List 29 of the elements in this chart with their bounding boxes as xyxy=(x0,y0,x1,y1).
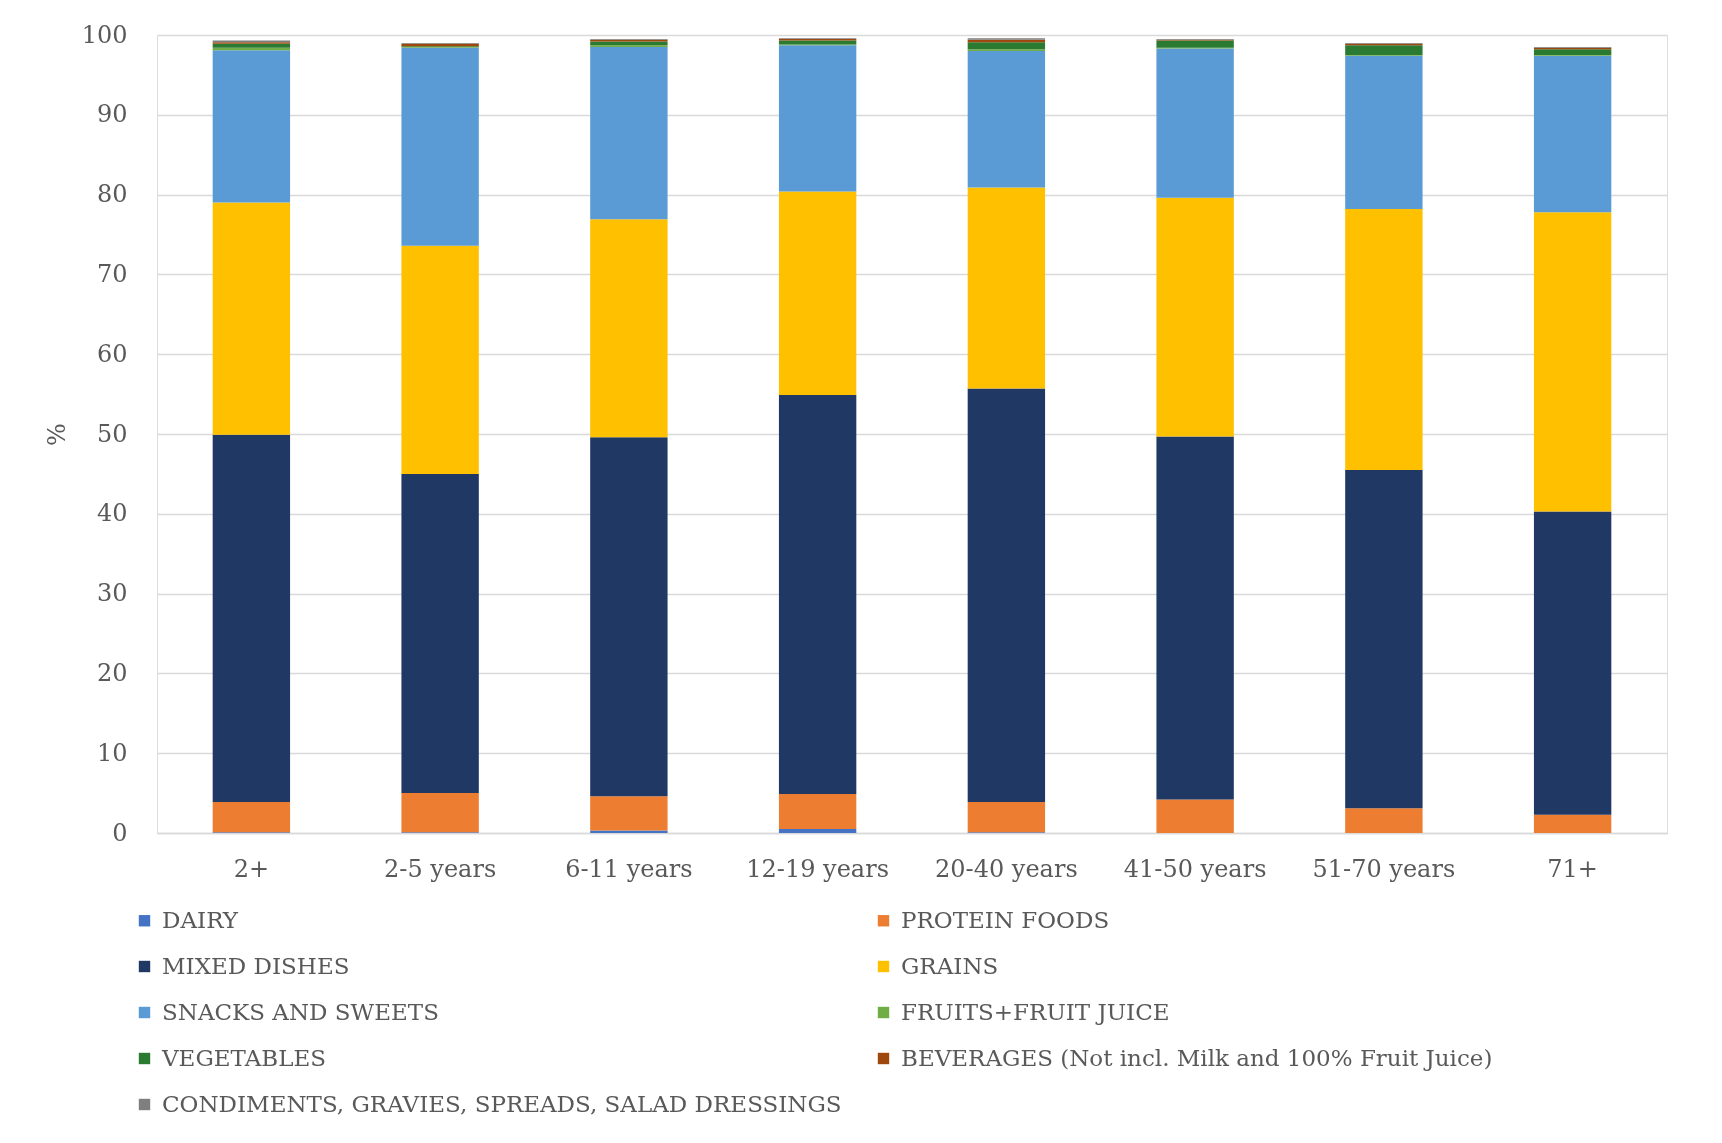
y-axis-title: % xyxy=(42,423,71,446)
y-tick-label: 100 xyxy=(81,20,128,49)
x-tick-label: 20-40 years xyxy=(935,854,1078,883)
legend-label: DAIRY xyxy=(162,906,239,933)
x-tick-label: 41-50 years xyxy=(1123,854,1267,883)
legend-label: MIXED DISHES xyxy=(162,952,350,979)
legend-label: GRAINS xyxy=(901,952,999,979)
x-tick-label: 6-11 years xyxy=(565,854,693,883)
legend-label: SNACKS AND SWEETS xyxy=(162,998,439,1025)
x-tick-label: 2+ xyxy=(233,854,270,883)
y-tick-label: 10 xyxy=(96,738,128,767)
x-tick-label: 2-5 years xyxy=(384,854,497,883)
y-tick-label: 40 xyxy=(96,499,128,528)
x-tick-label: 71+ xyxy=(1547,854,1598,883)
legend-label: PROTEIN FOODS xyxy=(901,906,1110,933)
y-tick-label: 0 xyxy=(112,818,128,847)
y-tick-label: 70 xyxy=(96,259,128,288)
y-tick-label: 20 xyxy=(96,658,128,687)
legend-label: FRUITS+FRUIT JUICE xyxy=(901,998,1170,1025)
y-tick-label: 30 xyxy=(96,579,128,608)
x-tick-label: 12-19 years xyxy=(746,854,889,883)
legend-label: CONDIMENTS, GRAVIES, SPREADS, SALAD DRESSINGS xyxy=(162,1090,842,1117)
legend-label: VEGETABLES xyxy=(161,1044,326,1071)
y-tick-label: 60 xyxy=(96,339,128,368)
x-tick-label: 51-70 years xyxy=(1312,854,1456,883)
y-tick-label: 80 xyxy=(96,180,128,209)
y-tick-label: 50 xyxy=(96,419,128,448)
legend-label: BEVERAGES (Not incl. Milk and 100% Fruit Juice) xyxy=(901,1044,1493,1071)
y-tick-label: 90 xyxy=(96,100,128,129)
